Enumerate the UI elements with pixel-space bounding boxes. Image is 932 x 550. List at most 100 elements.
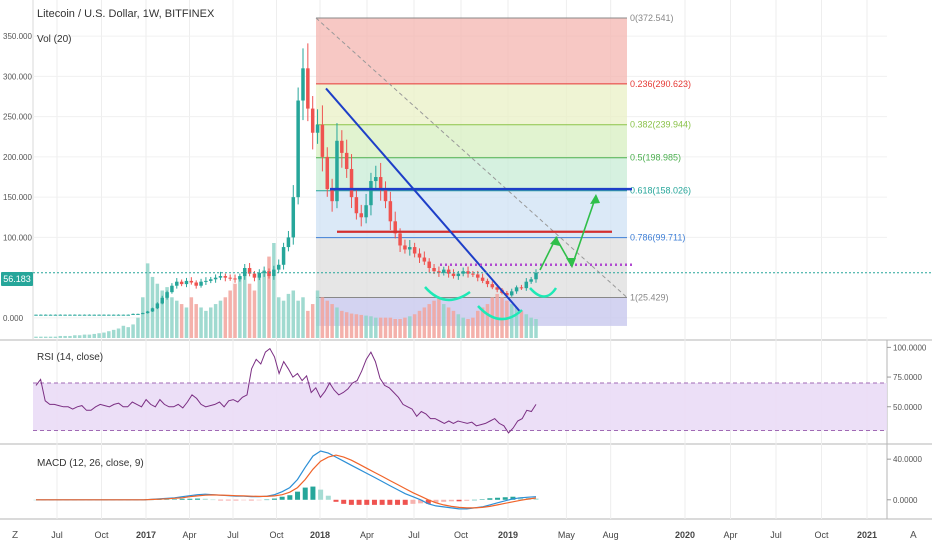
macd-histogram-bar bbox=[479, 499, 485, 500]
price-axis-tick: 250.000 bbox=[3, 113, 32, 122]
candle-body bbox=[422, 257, 427, 262]
auto-scale-icon[interactable]: A bbox=[910, 530, 917, 541]
volume-bar bbox=[461, 317, 465, 338]
rsi-indicator-label[interactable]: RSI (14, close) bbox=[37, 352, 104, 363]
macd-histogram-bar bbox=[502, 497, 508, 500]
volume-bar bbox=[369, 316, 373, 338]
volume-bar bbox=[121, 325, 126, 338]
rsi-axis-tick: 50.0000 bbox=[893, 403, 922, 412]
candle-body bbox=[58, 314, 63, 316]
macd-histogram-bar bbox=[448, 499, 454, 502]
volume-bar bbox=[97, 333, 101, 338]
macd-histogram-bar bbox=[333, 499, 339, 502]
zoom-icon[interactable]: Z bbox=[12, 530, 19, 541]
volume-bar bbox=[529, 317, 533, 338]
volume-bar bbox=[456, 314, 461, 338]
volume-bar bbox=[349, 313, 354, 338]
volume-bar bbox=[359, 314, 363, 338]
macd-histogram-bar bbox=[356, 499, 362, 505]
fib-zone bbox=[316, 124, 627, 158]
volume-bar bbox=[417, 310, 422, 338]
candle-body bbox=[126, 314, 130, 316]
macd-histogram-bar bbox=[271, 498, 277, 500]
volume-bar bbox=[43, 336, 48, 338]
volume-bar bbox=[160, 290, 164, 338]
time-axis-label: Apr bbox=[723, 530, 737, 540]
candle-body bbox=[160, 297, 164, 304]
volume-bar bbox=[340, 310, 344, 338]
rsi-band bbox=[33, 383, 887, 431]
price-axis-tick: 300.000 bbox=[3, 72, 32, 81]
downtrend-line bbox=[325, 87, 521, 313]
candle-body bbox=[344, 152, 349, 169]
volume-bar bbox=[209, 307, 213, 338]
candle-body bbox=[364, 205, 368, 218]
volume-bar bbox=[184, 307, 189, 338]
volume-bar bbox=[403, 317, 407, 338]
candle-body bbox=[145, 311, 150, 314]
time-axis-label: Aug bbox=[603, 530, 619, 540]
candle-body bbox=[412, 247, 417, 254]
right-shoulder-arc bbox=[529, 287, 558, 298]
candle-body bbox=[175, 281, 179, 286]
candle-body bbox=[165, 292, 169, 298]
rsi-axis-tick: 100.0000 bbox=[893, 343, 927, 352]
macd-histogram-bar bbox=[348, 499, 354, 505]
volume-bar bbox=[306, 310, 310, 338]
candle-body bbox=[179, 281, 184, 285]
volume-bar bbox=[286, 293, 291, 338]
volume-bar bbox=[485, 304, 490, 338]
macd-histogram-bar bbox=[495, 497, 501, 500]
time-axis-label: Oct bbox=[94, 530, 109, 540]
candle-body bbox=[189, 280, 194, 283]
macd-histogram-bar bbox=[248, 499, 254, 501]
volume-bar bbox=[354, 314, 359, 338]
macd-axis-tick: 0.0000 bbox=[893, 496, 918, 505]
fib-level-label: 0.5(198.985) bbox=[630, 153, 681, 163]
volume-bar bbox=[291, 290, 296, 338]
volume-bar bbox=[111, 329, 116, 338]
macd-histogram-bar bbox=[471, 499, 477, 501]
volume-indicator-label[interactable]: Vol (20) bbox=[37, 34, 72, 45]
volume-bar bbox=[281, 300, 286, 338]
fib-zone bbox=[316, 237, 627, 298]
volume-bar bbox=[170, 297, 174, 338]
candle-body bbox=[393, 221, 397, 234]
macd-histogram-bar bbox=[179, 498, 185, 500]
candle-body bbox=[480, 277, 485, 281]
volume-bar bbox=[344, 312, 349, 338]
symbol-title[interactable]: Litecoin / U.S. Dollar, 1W, BITFINEX bbox=[37, 8, 215, 20]
candle-body bbox=[111, 314, 116, 316]
fib-level-label: 0.382(239.944) bbox=[630, 120, 691, 130]
volume-bar bbox=[310, 304, 315, 338]
candle-body bbox=[437, 271, 441, 273]
candle-body bbox=[398, 233, 402, 246]
macd-histogram-bar bbox=[302, 487, 308, 500]
candle-body bbox=[485, 280, 490, 285]
volume-bar bbox=[48, 336, 53, 338]
time-axis-label: 2017 bbox=[136, 530, 156, 540]
candle-body bbox=[490, 284, 495, 288]
candle-body bbox=[39, 314, 43, 316]
volume-bar bbox=[116, 328, 121, 338]
volume-bar bbox=[175, 300, 179, 338]
candle-body bbox=[315, 124, 320, 133]
volume-bar bbox=[335, 307, 339, 338]
macd-indicator-label[interactable]: MACD (12, 26, close, 9) bbox=[37, 458, 144, 469]
macd-histogram-bar bbox=[487, 498, 493, 500]
candle-body bbox=[320, 124, 325, 157]
volume-bar bbox=[247, 283, 252, 338]
macd-histogram-bar bbox=[295, 491, 301, 500]
volume-bar bbox=[476, 310, 480, 338]
volume-bar bbox=[364, 315, 368, 338]
volume-bar bbox=[53, 336, 58, 338]
candle-body bbox=[233, 278, 237, 280]
price-axis-tick: 200.000 bbox=[3, 153, 32, 162]
volume-bar bbox=[446, 307, 451, 338]
volume-bar bbox=[58, 335, 63, 338]
volume-bar bbox=[145, 263, 150, 338]
volume-bar bbox=[126, 327, 130, 338]
macd-histogram-bar bbox=[371, 499, 377, 505]
candle-body bbox=[466, 271, 470, 274]
